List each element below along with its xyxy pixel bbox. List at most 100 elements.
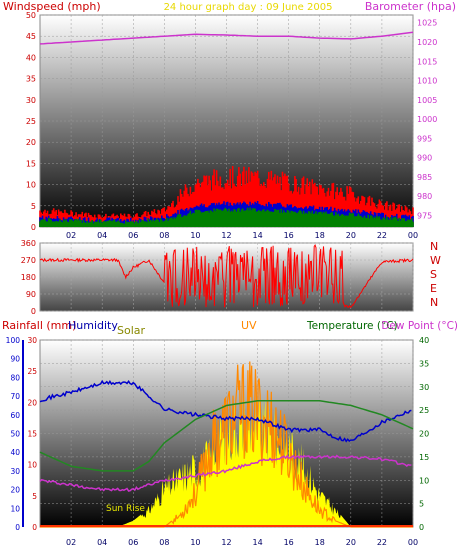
y2-tick-label: 975 (417, 211, 432, 220)
humidity-tick-label: 0 (15, 523, 20, 532)
x-tick-label: 12 (221, 231, 231, 240)
windspeed-series (39, 31, 414, 227)
y-tick-label: 20 (26, 138, 36, 147)
direction-letter: S (430, 268, 437, 281)
y2-tick-label: 5 (419, 500, 424, 509)
y-tick-label: 180 (21, 273, 36, 282)
y2-tick-label: 1020 (417, 38, 437, 47)
y-tick-label: 25 (26, 117, 36, 126)
y-tick-label: 30 (26, 96, 36, 105)
humidity-tick-label: 30 (10, 467, 20, 476)
x-tick-label: 06 (128, 231, 138, 240)
wind-direction-line (39, 244, 414, 308)
x-tick-label: 18 (315, 538, 325, 547)
y2-tick-label: 30 (419, 383, 429, 392)
y-tick-label: 10 (26, 181, 36, 190)
rainfall-tick-label: 0 (32, 523, 37, 532)
x-tick-label: 00 (408, 538, 418, 547)
y-tick-label: 45 (26, 32, 36, 41)
y2-tick-label: 15 (419, 453, 429, 462)
y2-tick-label: 0 (419, 523, 424, 532)
y2-tick-label: 980 (417, 192, 432, 201)
barometer-line (39, 31, 414, 45)
x-tick-label: 02 (66, 538, 76, 547)
humidity-tick-label: 80 (10, 373, 20, 382)
y2-tick-label: 1000 (417, 115, 437, 124)
x-tick-label: 04 (97, 538, 107, 547)
x-tick-label: 06 (128, 538, 138, 547)
x-tick-label: 14 (252, 538, 262, 547)
rainfall-tick-label: 25 (27, 367, 37, 376)
humidity-tick-label: 10 (10, 504, 20, 513)
y2-tick-label: 25 (419, 406, 429, 415)
y-tick-label: 40 (26, 53, 36, 62)
conditions-series (39, 361, 414, 528)
y-tick-label: 50 (26, 11, 36, 20)
y2-tick-label: 1005 (417, 96, 437, 105)
y-tick-label: 5 (31, 202, 36, 211)
x-tick-label: 02 (66, 231, 76, 240)
rainfall-tick-label: 10 (27, 461, 37, 470)
y2-tick-label: 35 (419, 359, 429, 368)
humidity-tick-label: 20 (10, 486, 20, 495)
x-tick-label: 08 (159, 231, 169, 240)
dewpoint-axis-title: Dew Point (°C) (381, 320, 458, 332)
y2-tick-label: 10 (419, 476, 429, 485)
rainfall-axis-title: Rainfall (mm) (2, 319, 76, 332)
x-tick-label: 20 (346, 231, 356, 240)
x-tick-label: 22 (377, 231, 387, 240)
temperature-line (39, 400, 414, 472)
x-tick-label: 16 (284, 231, 294, 240)
x-tick-label: 08 (159, 538, 169, 547)
barometer-axis-title: Barometer (hpa) (365, 0, 456, 13)
x-tick-label: 12 (221, 538, 231, 547)
humidity-line (39, 379, 412, 443)
y2-tick-label: 20 (419, 430, 429, 439)
direction-letter: N (430, 240, 438, 253)
temperature-axis-title: Temperature (°C) (306, 320, 398, 332)
x-tick-label: 18 (315, 231, 325, 240)
x-tick-label: 22 (377, 538, 387, 547)
y2-tick-label: 1025 (417, 19, 437, 28)
humidity-tick-label: 70 (10, 392, 20, 401)
dewpoint-line (39, 454, 412, 492)
y-tick-label: 15 (26, 159, 36, 168)
uv-label: UV (241, 319, 257, 332)
y2-tick-label: 995 (417, 134, 432, 143)
y2-tick-label: 1010 (417, 77, 437, 86)
y-tick-label: 0 (31, 307, 36, 316)
rainfall-tick-label: 20 (27, 398, 37, 407)
x-tick-label: 10 (190, 538, 200, 547)
windspeed-low-series (39, 207, 414, 227)
y-tick-label: 90 (26, 290, 36, 299)
rainfall-tick-label: 15 (27, 430, 37, 439)
humidity-label: Humidity (68, 319, 118, 332)
sunrise-annotation: Sun Rise (106, 504, 145, 514)
humidity-tick-label: 40 (10, 448, 20, 457)
direction-series (39, 244, 414, 308)
graph-title: 24 hour graph day : 09 June 2005 (164, 2, 333, 13)
direction-letter: W (430, 254, 441, 267)
conditions-axes: 0510152025303540010203040506070809010005… (6, 336, 430, 547)
rainfall-tick-label: 5 (32, 492, 37, 501)
y-tick-label: 360 (21, 239, 36, 248)
y-tick-label: 0 (31, 223, 36, 232)
y2-tick-label: 985 (417, 173, 432, 182)
y-tick-label: 35 (26, 75, 36, 84)
humidity-tick-label: 60 (10, 411, 20, 420)
windspeed-axis-title: Windspeed (mph) (3, 0, 101, 13)
x-tick-label: 14 (252, 231, 262, 240)
humidity-tick-label: 100 (6, 336, 21, 345)
direction-grid (40, 242, 414, 312)
x-tick-label: 04 (97, 231, 107, 240)
solar-label: Solar (117, 324, 146, 337)
y2-tick-label: 1015 (417, 57, 437, 66)
y2-tick-label: 40 (419, 336, 429, 345)
direction-letter: N (430, 296, 438, 309)
x-tick-label: 00 (408, 231, 418, 240)
direction-letter: E (430, 282, 437, 295)
rainfall-tick-label: 30 (27, 336, 37, 345)
